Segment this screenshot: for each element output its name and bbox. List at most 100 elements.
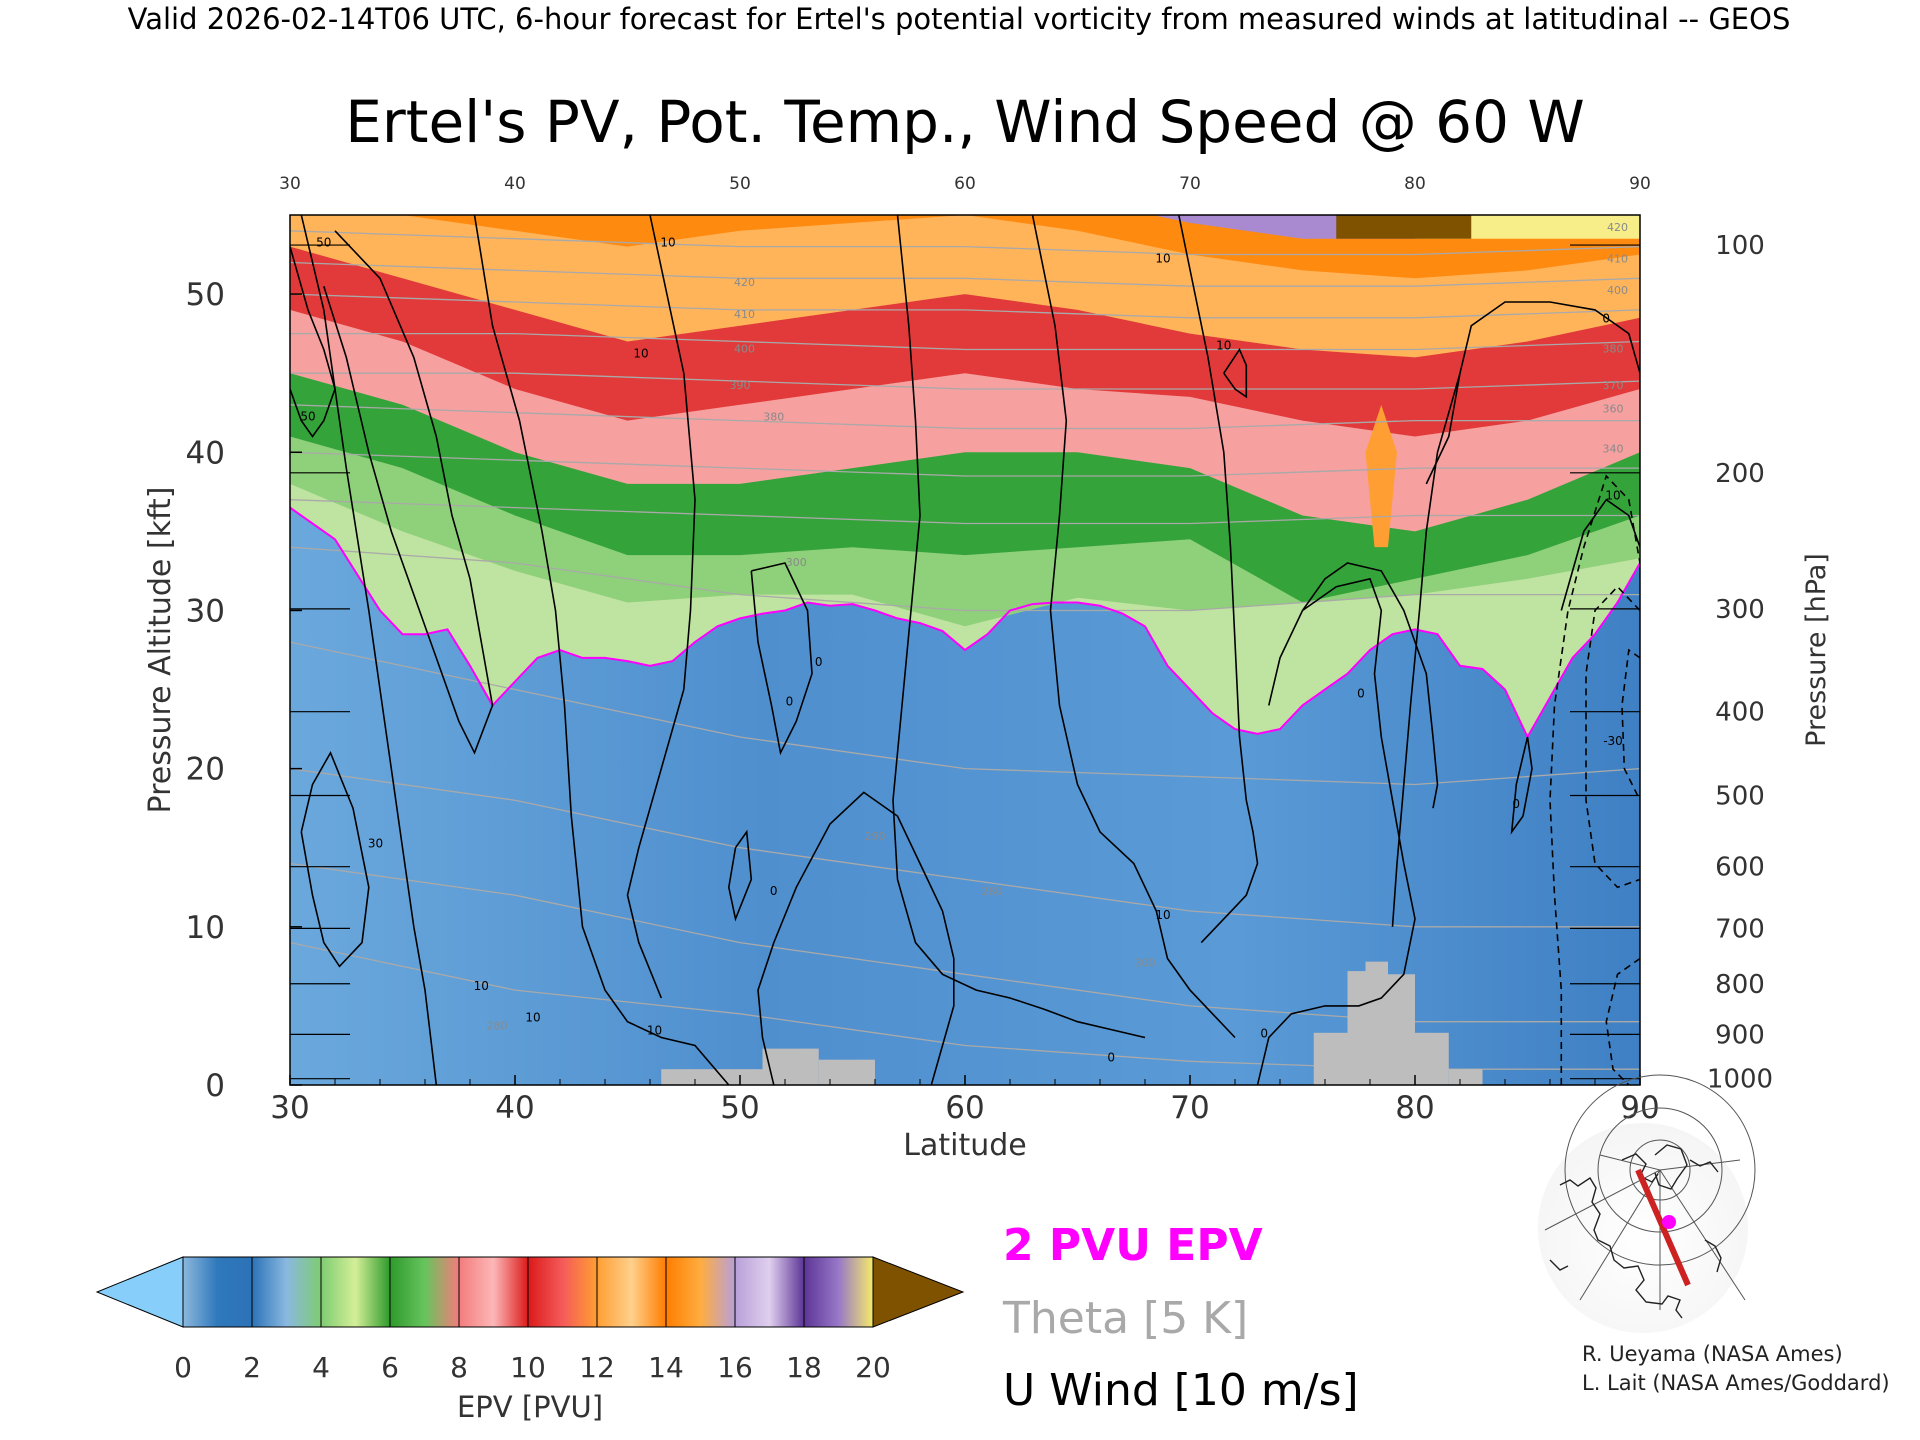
u-wind-label: 10 xyxy=(633,346,648,360)
theta-label: 410 xyxy=(1607,252,1628,265)
colorbar-under-arrow xyxy=(95,1256,184,1328)
colorbar-segment xyxy=(493,1257,528,1327)
u-wind-contour xyxy=(1425,301,1640,485)
u-wind-label: 0 xyxy=(815,655,823,669)
terrain-block xyxy=(762,1048,819,1085)
theta-label: 360 xyxy=(1603,403,1624,416)
x-axis-top: 30 40 50 60 70 80 90 xyxy=(279,174,1651,194)
terrain-block xyxy=(1347,971,1366,1085)
x-tick-label: 50 xyxy=(720,1090,759,1126)
contour-labels: 4204104003903803004204104003803703603402… xyxy=(300,221,1628,1064)
credit-line-2: L. Lait (NASA Ames/Goddard) xyxy=(1582,1371,1890,1395)
pressure-tick-label: 800 xyxy=(1715,970,1765,1000)
pressure-tick-label: 500 xyxy=(1715,782,1765,812)
u-wind-contour xyxy=(1621,648,1640,801)
y2-axis-label: Pressure [hPa] xyxy=(1801,553,1832,747)
epv-intrusion xyxy=(1365,404,1397,548)
x-top-tick-label: 50 xyxy=(729,174,751,194)
x-tick-label: 60 xyxy=(945,1090,984,1126)
u-wind-label: 10 xyxy=(1155,251,1170,265)
x-top-tick-label: 40 xyxy=(504,174,526,194)
u-wind-label: 50 xyxy=(316,236,331,250)
colorbar-segment xyxy=(424,1257,459,1327)
u-wind-contour xyxy=(1391,372,1461,927)
colorbar-tick-label: 18 xyxy=(786,1351,822,1384)
theta-label: 400 xyxy=(734,343,755,356)
x-tick-label: 40 xyxy=(495,1090,534,1126)
pressure-tick-label: 600 xyxy=(1715,853,1765,883)
chart-title: Ertel's PV, Pot. Temp., Wind Speed @ 60 … xyxy=(345,88,1585,156)
theta-contour-380 xyxy=(290,372,1640,390)
colorbar-tick-label: 20 xyxy=(855,1351,891,1384)
colorbar-segment xyxy=(562,1257,597,1327)
theta-label: 390 xyxy=(730,379,751,392)
x-top-tick-label: 30 xyxy=(279,174,301,194)
u-wind-label: 50 xyxy=(300,410,315,424)
u-wind-contour xyxy=(300,750,370,968)
colorbar-tick-label: 12 xyxy=(579,1351,615,1384)
u-wind-label: -30 xyxy=(1603,734,1623,748)
u-wind-contour xyxy=(1223,347,1248,399)
u-wind-label: 10 xyxy=(1155,908,1170,922)
u-wind-contour xyxy=(290,246,336,438)
colorbar-segment xyxy=(183,1257,218,1327)
theta-label: 280 xyxy=(487,1020,508,1033)
credit-line-1: R. Ueyama (NASA Ames) xyxy=(1582,1342,1843,1366)
u-wind-label: 10 xyxy=(474,979,489,993)
legend: 2 PVU EPV Theta [5 K] U Wind [10 m/s] xyxy=(1002,1220,1359,1416)
theta-contour-360 xyxy=(290,451,1640,477)
y-axis-label: Pressure Altitude [kft] xyxy=(143,487,178,814)
pressure-tick-label: 700 xyxy=(1715,914,1765,944)
inset-cross-section-track xyxy=(1635,1168,1691,1287)
u-wind-label: 0 xyxy=(1107,1050,1115,1064)
u-wind-contour xyxy=(727,829,753,922)
terrain-mask xyxy=(661,961,1483,1085)
theta-label: 370 xyxy=(1603,379,1624,392)
u-wind-label: 0 xyxy=(786,694,794,708)
colorbar-tick-label: 4 xyxy=(312,1351,330,1384)
terrain-block xyxy=(1388,974,1415,1085)
theta-label: 400 xyxy=(1607,284,1628,297)
u-wind-label: 10 xyxy=(647,1023,662,1037)
colorbar-segment xyxy=(700,1257,735,1327)
colorbar-over-arrow xyxy=(872,1256,965,1328)
u-wind-label: 30 xyxy=(368,837,383,851)
theta-contour-410 xyxy=(290,261,1640,287)
u-wind-contour xyxy=(300,215,438,1085)
theta-contour-340 xyxy=(290,546,1640,612)
theta-label: 410 xyxy=(734,308,755,321)
x-tick-label: 80 xyxy=(1395,1090,1434,1126)
colorbar-segment xyxy=(459,1257,494,1327)
u-wind-contour xyxy=(1031,215,1236,1039)
theta-contours xyxy=(290,230,1640,1070)
location-inset-map xyxy=(1538,1074,1756,1333)
colorbar-segment xyxy=(390,1257,425,1327)
y-tick-label: 50 xyxy=(186,277,225,313)
theta-contour-350 xyxy=(290,499,1640,525)
legend-u-wind: U Wind [10 m/s] xyxy=(1003,1365,1359,1416)
theta-label: 380 xyxy=(763,411,784,424)
u-wind-contour xyxy=(323,230,494,755)
u-wind-label: 0 xyxy=(1357,686,1365,700)
x-top-tick-label: 60 xyxy=(954,174,976,194)
legend-theta: Theta [5 K] xyxy=(1002,1293,1248,1344)
colorbar-tick-label: 14 xyxy=(648,1351,684,1384)
colorbar-segment xyxy=(355,1257,390,1327)
pressure-tick-label: 100 xyxy=(1715,231,1765,261)
plot-area: 4204104003903803004204104003803703603402… xyxy=(289,214,1641,1086)
theta-contour-400 xyxy=(290,293,1640,319)
colorbar-tick-label: 6 xyxy=(381,1351,399,1384)
credits: R. Ueyama (NASA Ames) L. Lait (NASA Ames… xyxy=(1582,1342,1890,1395)
theta-label: 300 xyxy=(786,556,807,569)
x-axis-label: Latitude xyxy=(903,1128,1026,1163)
terrain-block xyxy=(661,1069,763,1085)
x-tick-label: 30 xyxy=(270,1090,309,1126)
forecast-header: Valid 2026-02-14T06 UTC, 6-hour forecast… xyxy=(128,2,1791,36)
u-wind-label: 0 xyxy=(1260,1027,1268,1041)
theta-label: 380 xyxy=(1603,343,1624,356)
colorbar-segment xyxy=(735,1257,770,1327)
u-wind-contour xyxy=(473,215,730,1085)
theta-contour-320 xyxy=(290,767,1640,928)
